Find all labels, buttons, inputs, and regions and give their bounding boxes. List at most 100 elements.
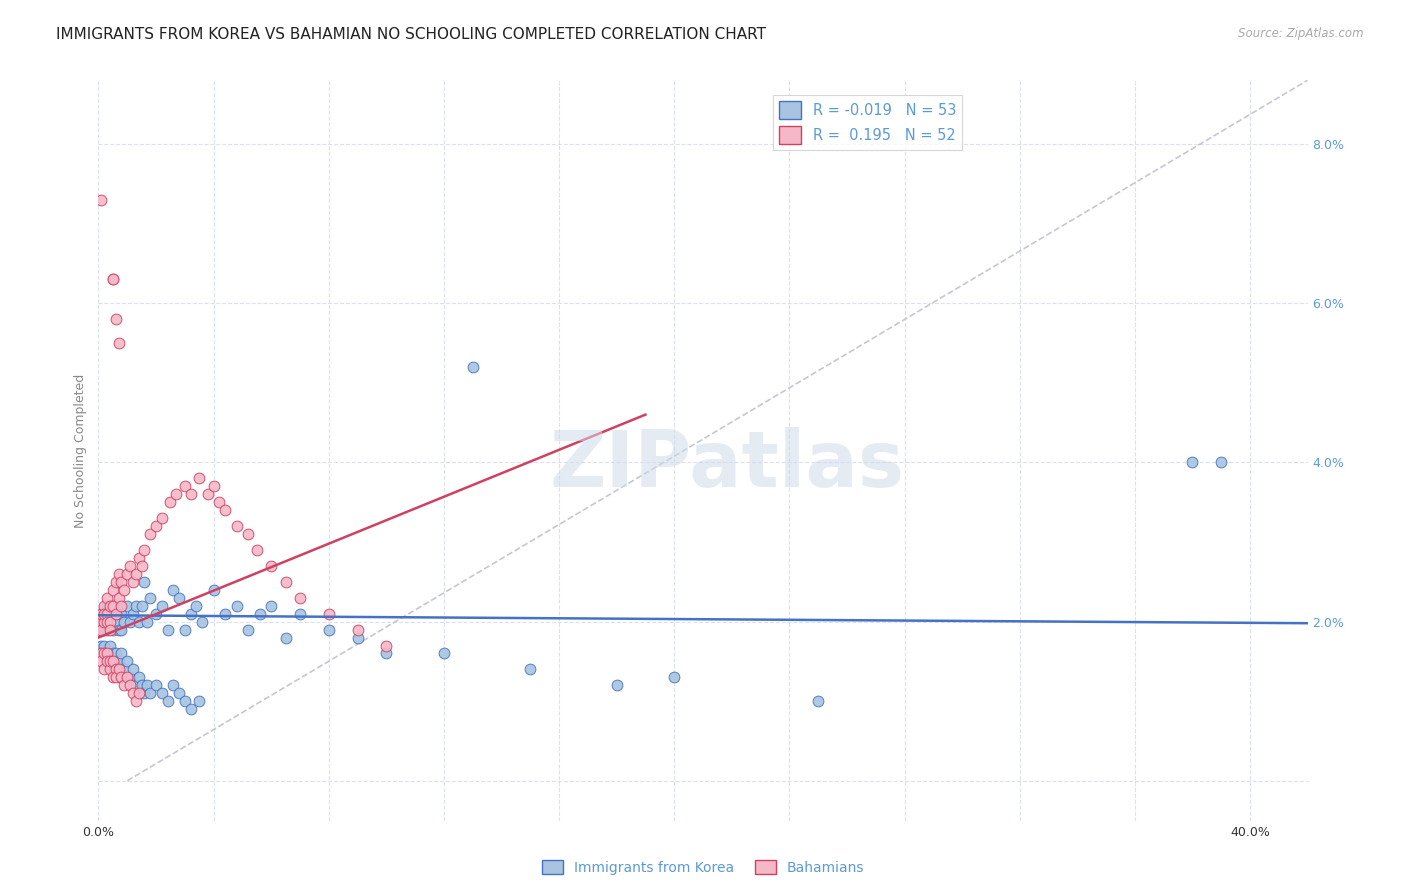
Point [246, 543, 269, 558]
Point [104, 607, 127, 621]
Point [90, 647, 112, 661]
Point [93, 615, 115, 629]
Text: IMMIGRANTS FROM KOREA VS BAHAMIAN NO SCHOOLING COMPLETED CORRELATION CHART: IMMIGRANTS FROM KOREA VS BAHAMIAN NO SCH… [56, 27, 766, 42]
Point [136, 615, 159, 629]
Point [93, 607, 115, 621]
Point [159, 495, 181, 509]
Point [96, 623, 118, 637]
Point [375, 639, 398, 653]
Point [375, 647, 398, 661]
Point [188, 694, 211, 708]
Point [104, 607, 127, 621]
Point [93, 662, 115, 676]
Point [101, 662, 124, 676]
Point [96, 591, 118, 605]
Point [107, 591, 129, 605]
Point [191, 615, 214, 629]
Point [98, 623, 121, 637]
Point [208, 495, 231, 509]
Legend: Immigrants from Korea, Bahamians: Immigrants from Korea, Bahamians [536, 855, 870, 880]
Point [274, 631, 297, 645]
Point [150, 686, 173, 700]
Point [139, 527, 162, 541]
Point [249, 607, 271, 621]
Point [1211, 455, 1233, 469]
Point [98, 607, 121, 621]
Point [90, 655, 112, 669]
Legend: R = -0.019   N = 53, R =  0.195   N = 52: R = -0.019 N = 53, R = 0.195 N = 52 [773, 95, 962, 150]
Point [173, 623, 195, 637]
Point [120, 615, 142, 629]
Point [202, 582, 225, 597]
Point [104, 670, 127, 684]
Point [197, 487, 219, 501]
Point [110, 647, 132, 661]
Point [807, 694, 830, 708]
Point [139, 591, 162, 605]
Y-axis label: No Schooling Completed: No Schooling Completed [75, 374, 87, 527]
Point [150, 599, 173, 613]
Point [188, 471, 211, 485]
Point [180, 702, 202, 716]
Point [318, 623, 340, 637]
Point [90, 615, 112, 629]
Point [96, 655, 118, 669]
Point [93, 623, 115, 637]
Point [461, 359, 484, 374]
Point [104, 312, 127, 326]
Point [96, 655, 118, 669]
Point [346, 623, 368, 637]
Point [107, 599, 129, 613]
Point [101, 599, 124, 613]
Point [90, 639, 112, 653]
Point [433, 647, 456, 661]
Point [122, 574, 145, 589]
Point [96, 647, 118, 661]
Point [136, 678, 159, 692]
Point [93, 647, 115, 661]
Point [110, 670, 132, 684]
Point [101, 655, 124, 669]
Point [318, 607, 340, 621]
Point [125, 566, 148, 581]
Point [214, 503, 236, 517]
Point [120, 678, 142, 692]
Point [274, 574, 297, 589]
Point [90, 607, 112, 621]
Point [98, 655, 121, 669]
Point [664, 670, 686, 684]
Point [96, 599, 118, 613]
Point [260, 599, 283, 613]
Point [101, 582, 124, 597]
Point [98, 662, 121, 676]
Point [519, 662, 541, 676]
Point [134, 574, 156, 589]
Point [156, 623, 179, 637]
Point [115, 566, 138, 581]
Point [112, 678, 135, 692]
Point [128, 550, 150, 565]
Point [104, 655, 127, 669]
Point [128, 670, 150, 684]
Point [134, 543, 156, 558]
Point [107, 336, 129, 351]
Point [101, 272, 124, 286]
Point [346, 631, 368, 645]
Point [173, 479, 195, 493]
Point [120, 670, 142, 684]
Point [115, 599, 138, 613]
Point [96, 607, 118, 621]
Point [122, 607, 145, 621]
Point [225, 599, 247, 613]
Point [98, 639, 121, 653]
Point [214, 607, 236, 621]
Point [104, 662, 127, 676]
Point [115, 670, 138, 684]
Point [125, 694, 148, 708]
Point [107, 670, 129, 684]
Point [101, 647, 124, 661]
Point [98, 615, 121, 629]
Point [120, 558, 142, 573]
Point [104, 574, 127, 589]
Point [107, 662, 129, 676]
